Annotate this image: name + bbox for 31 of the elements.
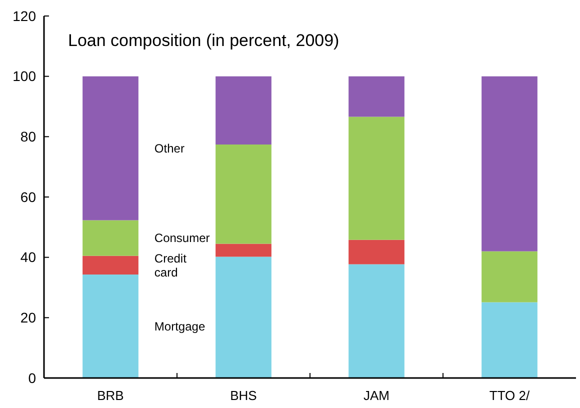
y-tick-label: 0	[28, 370, 36, 386]
y-tick-label: 20	[20, 310, 36, 326]
bar	[216, 244, 272, 257]
series-label: Consumer	[154, 231, 210, 246]
y-tick-label: 40	[20, 249, 36, 266]
y-tick-label: 100	[12, 68, 36, 84]
series-label: Mortgage	[154, 319, 206, 334]
x-tick-label: BRB	[97, 388, 124, 403]
text: Loan composition (in percent, 2009)	[68, 31, 340, 50]
y-tick-label: 80	[20, 128, 36, 145]
x-tick-label: JAM	[364, 388, 390, 403]
x-tick-label: BHS	[230, 388, 258, 403]
bar	[216, 256, 272, 378]
bar	[348, 76, 404, 117]
bar	[482, 302, 538, 378]
bar	[348, 264, 404, 378]
bar	[82, 274, 138, 378]
bar	[82, 256, 138, 275]
series-label: Credit card	[154, 252, 188, 280]
bar	[216, 76, 272, 145]
y-tick-label: 120	[12, 8, 36, 24]
bar	[82, 76, 138, 220]
bar	[348, 240, 404, 264]
x-tick-label: TTO 2/	[489, 388, 530, 403]
bar	[82, 220, 138, 256]
bar	[482, 251, 538, 302]
y-tick-label: 60	[20, 188, 36, 205]
series-label: Other	[154, 141, 184, 156]
bar	[216, 144, 272, 244]
bar	[348, 116, 404, 240]
bar	[482, 76, 538, 252]
